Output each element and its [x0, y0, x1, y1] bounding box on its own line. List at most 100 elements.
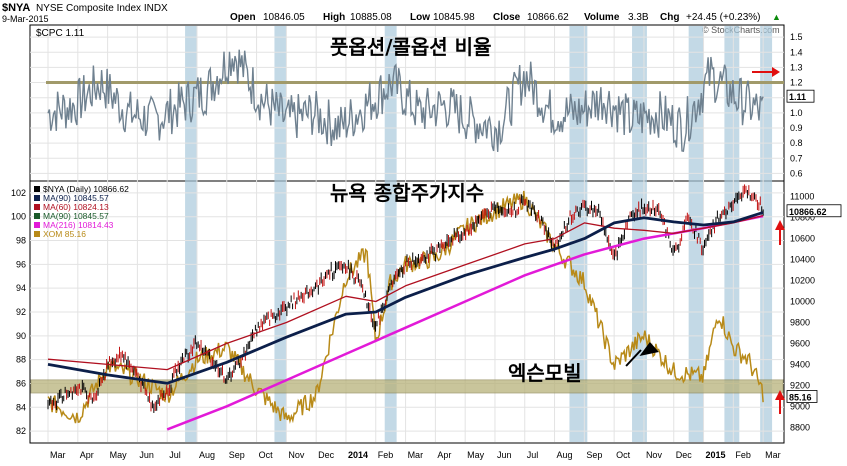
symbol-label: $NYA	[2, 2, 30, 14]
nya-tick-label: 10600	[790, 234, 815, 244]
low-value: 10845.98	[433, 12, 475, 23]
nya-tick-label: 11000	[790, 192, 814, 202]
nya-tick-label: 9400	[790, 359, 810, 369]
moving-average-series	[47, 211, 764, 431]
open-label: Open	[230, 12, 256, 23]
cpc-tick-label: 0.7	[790, 153, 803, 163]
xom-tick-label: 86	[16, 378, 26, 388]
xom-tick-label: 94	[16, 283, 26, 293]
x-tick-label: May	[467, 450, 485, 460]
cpc-tick-label: 1.4	[790, 47, 803, 57]
x-tick-label: Oct	[616, 450, 631, 460]
nya-tick-label: 10400	[790, 255, 815, 265]
cpc-series	[46, 49, 784, 153]
ohlc-header: Open 10846.05 High 10885.08 Low 10845.98…	[230, 12, 781, 23]
black-arrow-head	[639, 342, 659, 356]
index-name: NYSE Composite Index INDX	[36, 3, 168, 14]
legend-label-xom: XOM 85.16	[43, 229, 86, 239]
highlight-band-8	[760, 26, 773, 442]
support-band	[30, 379, 784, 394]
xom-tick-label: 82	[16, 426, 26, 436]
x-tick-label: Mar	[50, 450, 66, 460]
x-tick-label: Feb	[735, 450, 751, 460]
nya-tick-label: 9200	[790, 380, 810, 390]
x-tick-label: Jul	[169, 450, 181, 460]
ma60-line	[47, 214, 764, 371]
x-tick-label: Apr	[80, 450, 94, 460]
stockcharts-watermark: © StockCharts.com	[702, 25, 780, 35]
x-tick-label: Nov	[288, 450, 305, 460]
nya-last-value: 10866.62	[789, 207, 827, 217]
ma216-line	[166, 214, 764, 431]
highlight-band-2	[274, 26, 287, 442]
x-tick-label: Oct	[259, 450, 274, 460]
volume-value: 3.3B	[628, 12, 649, 23]
xom-tick-label: 102	[11, 188, 26, 198]
nya-tick-label: 9800	[790, 317, 810, 327]
chg-value: +24.45 (+0.23%)	[686, 12, 761, 23]
x-tick-label: Sep	[586, 450, 602, 460]
cpc-annotation: 풋옵션/콜옵션 비율	[330, 35, 491, 59]
xom-tick-label: 96	[16, 259, 26, 269]
high-value: 10885.08	[350, 12, 392, 23]
cpc-last-value-box	[786, 89, 815, 103]
cpc-tick-label: 1.3	[790, 62, 803, 72]
legend-swatch-ma90b	[34, 213, 40, 219]
legend-label-ma90a: MA(90) 10845.57	[43, 193, 109, 203]
x-tick-label: Sep	[229, 450, 245, 460]
cpc-tick-label: 1.5	[790, 32, 803, 42]
legend-swatch-xom	[34, 231, 40, 237]
nya-tick-label: 10800	[790, 213, 815, 223]
xom-tick-label: 92	[16, 307, 26, 317]
x-tick-label: Dec	[318, 450, 335, 460]
xom-last-value: 85.16	[789, 392, 812, 402]
x-axis: Mar Apr May Jun Jul Aug Sep Oct Nov Dec 2014 Feb Mar…	[50, 450, 781, 460]
x-tick-label: 2015	[706, 450, 726, 460]
highlight-band-3	[384, 26, 397, 442]
nya-annotation: 뉴욕 종합주가지수	[330, 181, 484, 205]
xom-tick-label: 88	[16, 355, 26, 365]
x-tick-label: Jun	[497, 450, 512, 460]
red-arrow-xom-head	[775, 390, 785, 400]
open-value: 10846.05	[263, 12, 305, 23]
nya-tick-label: 8800	[790, 422, 810, 432]
chart-date: 9-Mar-2015	[2, 14, 49, 24]
xom-tick-label: 98	[16, 236, 26, 246]
legend-swatch-ma216	[34, 222, 40, 228]
annotation-arrows	[625, 67, 785, 414]
cpc-tick-label: 1.2	[790, 78, 803, 88]
legend-label-ma90b: MA(90) 10845.57	[43, 211, 109, 221]
xom-tick-label: 100	[11, 212, 26, 222]
legend-swatch-ma60	[34, 204, 40, 210]
x-tick-label: Jun	[139, 450, 154, 460]
x-tick-label: Aug	[557, 450, 573, 460]
xom-last-value-box	[786, 390, 818, 403]
x-tick-label: Apr	[437, 450, 451, 460]
red-arrow-cpc-head	[772, 67, 780, 77]
x-tick-label: Dec	[676, 450, 693, 460]
cpc-last-value: 1.11	[789, 92, 806, 102]
xom-annotation: 엑슨모빌	[508, 361, 582, 385]
highlight-band-1	[185, 26, 197, 442]
legend-label-ma216: MA(216) 10814.43	[43, 220, 114, 230]
legend-label-nya: $NYA (Daily) 10866.62	[43, 184, 129, 194]
cpc-axis: 1.51.41.31.21.11.00.90.80.70.61.11	[786, 32, 815, 178]
low-label: Low	[410, 12, 430, 23]
legend-label-ma60: MA(60) 10824.13	[43, 202, 109, 212]
ma90-line	[47, 211, 764, 385]
close-value: 10866.62	[527, 12, 569, 23]
cpc-tick-label: 1.0	[790, 108, 803, 118]
nya-tick-label: 10000	[790, 297, 815, 307]
close-label: Close	[493, 12, 521, 23]
price-axes: 102 100 98 96 94 92 90 88 86 84 82 11000 10800 10600 1…	[11, 188, 842, 436]
x-tick-label: Feb	[378, 450, 394, 460]
chg-label: Chg	[660, 12, 679, 23]
red-arrow-nya-head	[775, 220, 785, 230]
nya-tick-label: 9600	[790, 338, 810, 348]
cpc-tick-label: 0.6	[790, 168, 803, 178]
highlight-band-6	[688, 26, 704, 442]
high-label: High	[323, 12, 345, 23]
